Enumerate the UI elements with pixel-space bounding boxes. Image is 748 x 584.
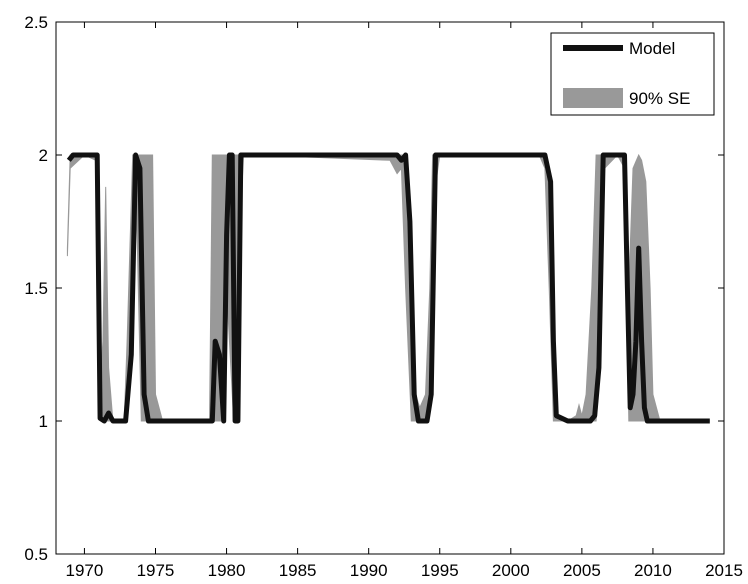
legend-label-band: 90% SE xyxy=(629,89,690,108)
y-tick-label: 1 xyxy=(39,412,48,431)
x-tick-label: 1975 xyxy=(137,561,175,580)
model-line-layer xyxy=(66,152,710,424)
x-tick-label: 2015 xyxy=(705,561,743,580)
legend-swatch-band xyxy=(563,88,623,108)
x-tick-label: 1980 xyxy=(208,561,246,580)
y-tick-label: 2.5 xyxy=(24,13,48,32)
y-tick-label: 2 xyxy=(39,146,48,165)
x-tick-label: 1970 xyxy=(66,561,104,580)
x-axis-ticks xyxy=(83,22,725,554)
y-tick-label: 1.5 xyxy=(24,279,48,298)
x-tick-label: 2010 xyxy=(634,561,672,580)
model-line xyxy=(66,152,710,424)
y-axis-ticks xyxy=(56,21,724,555)
x-axis-tick-labels: 1970 1975 1980 1985 1990 1995 2000 2005 2010 2015 xyxy=(66,561,743,580)
x-tick-label: 1995 xyxy=(421,561,459,580)
x-tick-label: 1985 xyxy=(279,561,317,580)
x-tick-label: 2000 xyxy=(492,561,530,580)
x-tick-label: 1990 xyxy=(350,561,388,580)
y-tick-label: 0.5 xyxy=(24,545,48,564)
legend-label-model: Model xyxy=(629,39,675,58)
y-axis-tick-labels: 0.5 1 1.5 2 2.5 xyxy=(24,13,48,564)
x-tick-label: 2005 xyxy=(563,561,601,580)
legend: Model 90% SE xyxy=(550,32,715,116)
